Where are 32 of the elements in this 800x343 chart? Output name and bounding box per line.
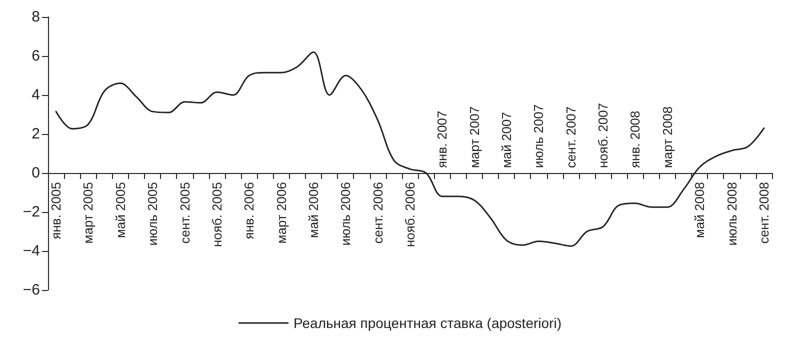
x-tick-label: янв. 2007 [434, 110, 450, 168]
x-tick-label: янв. 2006 [242, 182, 257, 240]
x-tick-label: нояб. 2007 [596, 102, 611, 168]
x-tick-label: май 2006 [306, 182, 321, 238]
y-tick-label: 4 [32, 86, 40, 104]
x-tick-label: июль 2006 [338, 182, 354, 246]
x-tick-label: нояб. 2005 [209, 182, 224, 248]
x-tick-label: май 2007 [499, 112, 514, 168]
x-tick-label: май 2008 [692, 182, 708, 238]
x-tick-label: сент. 2007 [563, 106, 578, 168]
x-tick-label: март 2006 [274, 182, 289, 244]
legend-label: Реальная процентная ставка (aposteriori) [294, 315, 562, 331]
x-tick-label: май 2005 [112, 182, 128, 238]
x-tick-label: сент. 2006 [370, 182, 386, 244]
x-tick-label: июль 2007 [531, 104, 546, 168]
x-tick-label: март 2005 [80, 182, 96, 244]
y-tick-label: 0 [32, 164, 40, 182]
x-tick-label: нояб. 2006 [402, 182, 418, 248]
x-tick-label: сент. 2005 [177, 182, 192, 244]
x-tick-label: март 2007 [466, 106, 482, 168]
y-tick-label: 6 [32, 48, 40, 64]
y-tick-label: 2 [32, 126, 40, 142]
x-tick-label: янв. 2008 [628, 110, 643, 168]
x-tick-label: сент. 2008 [756, 182, 772, 244]
x-tick-label: янв. 2005 [48, 182, 64, 240]
y-tick-label: −4 [22, 242, 40, 260]
x-tick-label: март 2008 [660, 106, 675, 168]
x-tick-label: июль 2005 [145, 182, 160, 246]
x-tick-label: июль 2008 [724, 182, 740, 246]
y-tick-label: 8 [32, 8, 40, 26]
y-tick-label: −6 [22, 282, 40, 298]
y-tick-label: −2 [22, 204, 40, 220]
